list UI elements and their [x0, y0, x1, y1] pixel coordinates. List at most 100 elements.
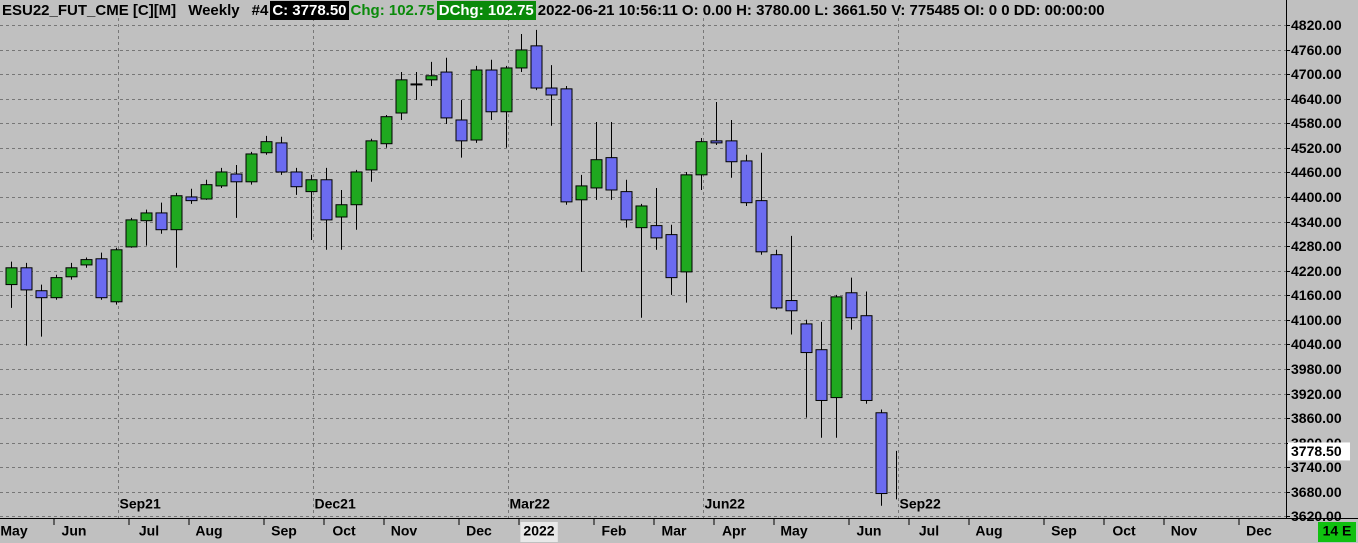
y-tick-label: 3920.00 [1291, 386, 1342, 402]
candle-body [785, 300, 798, 312]
candle-body [365, 140, 378, 171]
candle-body [95, 258, 108, 299]
candle-body [140, 212, 153, 222]
candle-body [605, 157, 618, 191]
y-tick-label: 4220.00 [1291, 263, 1342, 279]
candle-body [335, 204, 348, 218]
candle-body [725, 140, 738, 163]
timestamp: 2022-06-21 10:56:11 [537, 1, 678, 19]
candle-body [740, 160, 753, 204]
candle-body [455, 119, 468, 142]
x-tick-label: May [780, 523, 807, 539]
y-tick-label: 4340.00 [1291, 214, 1342, 230]
candle-body [125, 219, 138, 248]
candle-body [215, 171, 228, 187]
candle-body [320, 179, 333, 221]
x-tick-label: Nov [1171, 523, 1198, 539]
quarter-label: Dec21 [315, 496, 356, 512]
candle-body [560, 88, 573, 203]
x-tick-label: Jul [139, 523, 159, 539]
grid [0, 18, 1286, 518]
candle-body [20, 267, 33, 291]
candle-body [800, 323, 813, 354]
x-tick-label: 2022 [523, 523, 554, 539]
candle-body [620, 191, 633, 221]
period: Weekly [188, 1, 240, 19]
candle-body [65, 267, 78, 278]
quarter-label: Sep21 [120, 496, 161, 512]
y-tick-label: 4700.00 [1291, 66, 1342, 82]
x-tick-label: May [0, 523, 27, 539]
chart-number: #4 [251, 1, 269, 19]
candle-body [440, 71, 453, 119]
candle-body [260, 141, 273, 154]
candle-body [635, 205, 648, 229]
candle-body [665, 234, 678, 279]
candle-body [770, 254, 783, 309]
y-tick-label: 4760.00 [1291, 42, 1342, 58]
quarter-label: Sep22 [900, 496, 941, 512]
candle-body [875, 412, 888, 495]
candle-body [710, 140, 723, 144]
candle-body [860, 315, 873, 401]
candle-body [470, 69, 483, 141]
candle-body [395, 79, 408, 114]
x-tick-label: Dec [466, 523, 492, 539]
candle-body [5, 267, 18, 286]
x-tick-label: Aug [975, 523, 1002, 539]
time-remaining-box [1318, 522, 1356, 542]
candle-body [590, 159, 603, 189]
x-tick-label: Apr [722, 523, 747, 539]
candle-body [695, 141, 708, 176]
candle-body [80, 259, 93, 266]
last-price-label: 3778.50 [1291, 443, 1342, 459]
candle-body [200, 184, 213, 200]
close-value: C: 3778.50 [270, 0, 349, 20]
y-tick-label: 3980.00 [1291, 361, 1342, 377]
candle-body [680, 174, 693, 273]
y-tick-label: 4460.00 [1291, 164, 1342, 180]
y-tick-label: 4160.00 [1291, 287, 1342, 303]
candle-body [185, 196, 198, 202]
x-tick-label: Jul [919, 523, 939, 539]
candle-body [650, 225, 663, 239]
candle-body [410, 83, 423, 86]
candle-body [515, 49, 528, 69]
last-price-box [1288, 442, 1350, 461]
candle-body [290, 171, 303, 188]
y-tick-label: 4520.00 [1291, 140, 1342, 156]
header: ESU22_FUT_CME [C][M] Weekly #4 C: 3778.5… [0, 0, 1286, 20]
candle-body [35, 290, 48, 299]
symbol: ESU22_FUT_CME [C][M] [2, 1, 177, 19]
candle-body [530, 45, 543, 89]
x-tick-label: Jun [857, 523, 882, 539]
y-tick-label: 4820.00 [1291, 17, 1342, 33]
candle-body [485, 69, 498, 113]
candle-body [755, 200, 768, 253]
candle-body [305, 179, 318, 193]
y-tick-label: 4400.00 [1291, 189, 1342, 205]
y-tick-label: 4040.00 [1291, 336, 1342, 352]
x-tick-label: Sep [271, 523, 297, 539]
candle-body [350, 171, 363, 206]
x-tick-label: Mar [662, 523, 687, 539]
y-tick-label: 4640.00 [1291, 91, 1342, 107]
candle-body [170, 195, 183, 231]
y-tick-label: 3680.00 [1291, 484, 1342, 500]
change: Chg: 102.75 [350, 1, 435, 19]
x-tick-label: Feb [602, 523, 627, 539]
x-tick-label: Sep [1051, 523, 1077, 539]
x-tick-label: Aug [195, 523, 222, 539]
y-tick-label: 3620.00 [1291, 508, 1342, 524]
candle-body [545, 87, 558, 96]
candle-body [425, 75, 438, 81]
time-remaining: 14 E [1323, 523, 1352, 539]
y-tick-label: 3740.00 [1291, 459, 1342, 475]
candle-body [815, 349, 828, 401]
quarter-label: Jun22 [705, 496, 746, 512]
stats: O: 0.00 H: 3780.00 L: 3661.50 V: 775485 … [681, 1, 1105, 19]
y-tick-label: 3860.00 [1291, 410, 1342, 426]
quarter-label: Mar22 [510, 496, 551, 512]
